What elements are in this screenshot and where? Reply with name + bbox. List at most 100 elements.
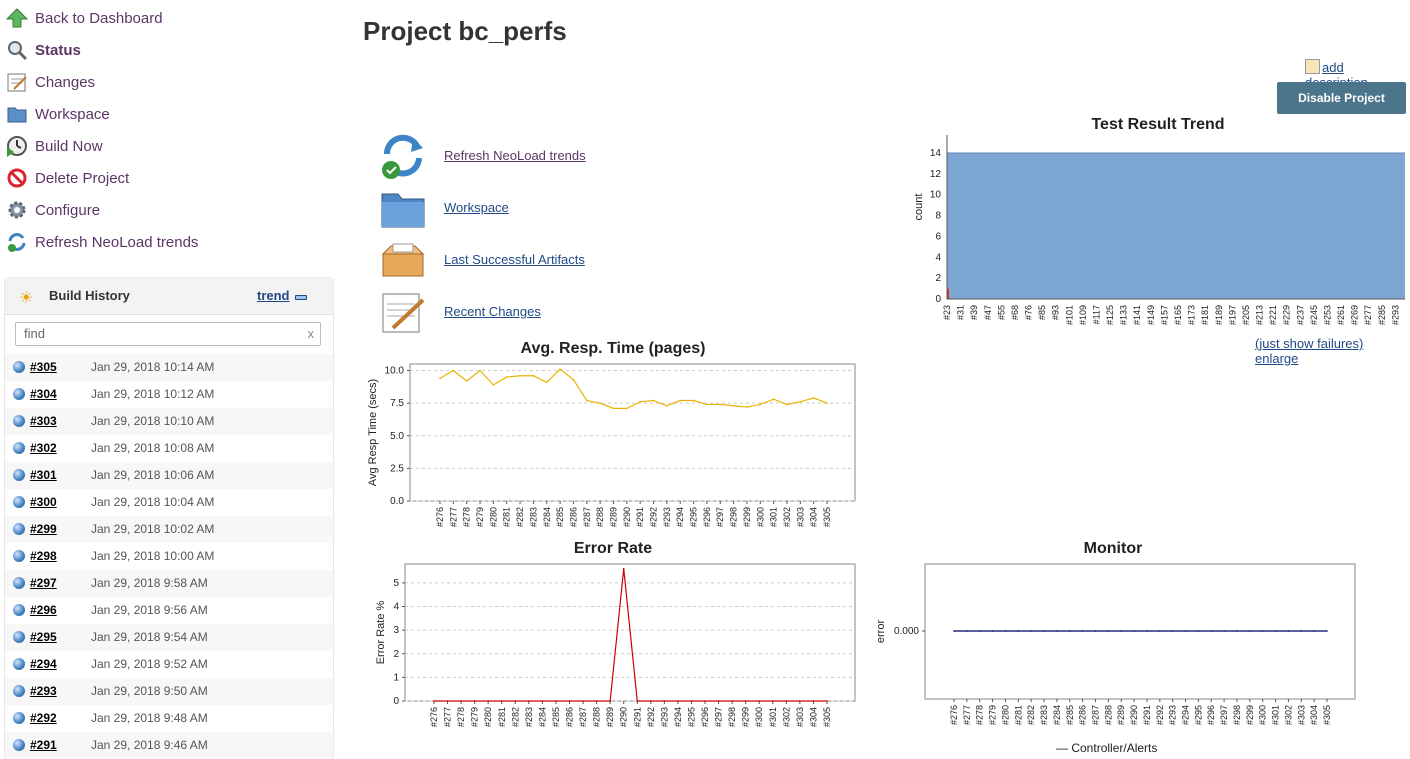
x-tick-label: #297 — [1219, 705, 1229, 725]
build-status-icon — [13, 415, 25, 427]
data-point — [1223, 630, 1225, 632]
build-number-link[interactable]: #291 — [30, 738, 57, 752]
build-number-link[interactable]: #301 — [30, 468, 57, 482]
data-point — [732, 404, 735, 407]
build-number-link[interactable]: #303 — [30, 414, 57, 428]
status-link[interactable]: Status — [6, 37, 81, 63]
x-tick-label: #278 — [462, 507, 472, 527]
refresh-neoload-link[interactable]: Refresh NeoLoad trends — [6, 229, 198, 255]
last-successful-artifacts-link[interactable]: Last Successful Artifacts — [444, 252, 585, 267]
sidebar-item-label: Refresh NeoLoad trends — [35, 233, 199, 251]
x-tick-label: #189 — [1214, 305, 1224, 325]
y-tick-label: 4 — [393, 602, 399, 613]
data-point — [1004, 630, 1007, 632]
data-point — [582, 700, 584, 702]
trend-link[interactable]: trend — [257, 288, 290, 303]
data-point — [812, 700, 815, 702]
build-number-link[interactable]: #298 — [30, 549, 57, 563]
data-point — [1236, 630, 1238, 632]
sidebar-item-label: Status — [35, 41, 81, 59]
recent-changes-link[interactable]: Recent Changes — [444, 304, 541, 319]
configure-link[interactable]: Configure — [6, 197, 100, 223]
folder-icon[interactable] — [379, 184, 427, 232]
y-axis-title: Error Rate % — [375, 600, 387, 664]
refresh-neoload-trends-link[interactable]: Refresh NeoLoad trends — [444, 148, 586, 163]
clear-search-button[interactable]: x — [307, 326, 315, 341]
x-tick-label: #301 — [769, 507, 779, 527]
build-number-link[interactable]: #295 — [30, 630, 57, 644]
data-point — [652, 399, 655, 402]
workspace-main-link[interactable]: Workspace — [444, 200, 509, 215]
y-tick-label: 14 — [930, 148, 942, 159]
package-icon[interactable] — [379, 236, 427, 284]
x-tick-label: #302 — [1283, 705, 1293, 725]
data-point — [666, 404, 668, 407]
y-tick-label: 0 — [393, 696, 399, 707]
data-point — [532, 374, 535, 377]
data-point — [545, 381, 548, 384]
x-tick-label: #278 — [975, 705, 985, 725]
x-tick-label: #301 — [768, 707, 778, 727]
y-tick-label: 10 — [930, 190, 942, 201]
data-point — [1030, 630, 1032, 632]
x-tick-label: #294 — [1181, 705, 1191, 725]
build-status-icon — [13, 712, 25, 724]
build-row: #301 Jan 29, 2018 10:06 AM — [5, 462, 333, 489]
data-point — [639, 401, 641, 403]
x-tick-label: #133 — [1119, 305, 1129, 325]
build-now-link[interactable]: Build Now — [6, 133, 103, 159]
data-point — [719, 403, 722, 406]
data-point — [541, 700, 544, 702]
build-number-link[interactable]: #300 — [30, 495, 57, 509]
build-status-icon — [13, 388, 25, 400]
y-tick-label: 7.5 — [390, 398, 404, 409]
x-tick-label: #283 — [524, 707, 534, 727]
x-tick-label: #293 — [659, 707, 669, 727]
delete-project-link[interactable]: Delete Project — [6, 165, 129, 191]
build-row: #291 Jan 29, 2018 9:46 AM — [5, 732, 333, 759]
just-show-failures-link[interactable]: (just show failures) — [1255, 336, 1364, 351]
build-number-link[interactable]: #299 — [30, 522, 57, 536]
disable-project-button[interactable]: Disable Project — [1277, 82, 1406, 114]
x-tick-label: #299 — [741, 707, 751, 727]
build-status-icon — [13, 523, 25, 535]
x-tick-label: #245 — [1309, 305, 1319, 325]
x-tick-label: #280 — [1000, 705, 1010, 725]
x-tick-label: #39 — [969, 305, 979, 320]
notepad-icon[interactable] — [379, 288, 427, 336]
enlarge-link[interactable]: enlarge — [1255, 351, 1299, 366]
build-number-link[interactable]: #293 — [30, 684, 57, 698]
x-tick-label: #281 — [1013, 705, 1023, 725]
data-point — [479, 369, 481, 372]
workspace-link[interactable]: Workspace — [6, 101, 110, 127]
build-number-link[interactable]: #302 — [30, 441, 57, 455]
build-number-link[interactable]: #294 — [30, 657, 57, 671]
data-point — [572, 378, 575, 381]
build-number-link[interactable]: #304 — [30, 387, 57, 401]
x-tick-label: #291 — [1142, 705, 1152, 725]
x-tick-label: #305 — [822, 707, 832, 727]
sun-icon: ☀ — [19, 290, 34, 307]
data-point — [1210, 630, 1213, 632]
build-search-input[interactable]: find x — [15, 322, 321, 346]
changes-link[interactable]: Changes — [6, 69, 95, 95]
data-point — [559, 368, 561, 371]
data-point — [446, 700, 449, 702]
refresh-icon[interactable] — [379, 132, 427, 180]
collapse-toggle-icon[interactable] — [295, 295, 307, 300]
build-number-link[interactable]: #292 — [30, 711, 57, 725]
build-number-link[interactable]: #296 — [30, 603, 57, 617]
build-row: #293 Jan 29, 2018 9:50 AM — [5, 678, 333, 705]
data-point — [966, 630, 968, 632]
x-tick-label: #294 — [675, 507, 685, 527]
build-number-link[interactable]: #305 — [30, 360, 57, 374]
build-row: #302 Jan 29, 2018 10:08 AM — [5, 435, 333, 462]
back-to-dashboard-link[interactable]: Back to Dashboard — [5, 5, 163, 31]
build-date: Jan 29, 2018 9:54 AM — [91, 630, 208, 644]
x-tick-label: #277 — [962, 705, 972, 725]
build-number-link[interactable]: #297 — [30, 576, 57, 590]
x-tick-label: #125 — [1105, 305, 1115, 325]
x-tick-label: #157 — [1159, 305, 1169, 325]
data-point — [1287, 630, 1290, 632]
